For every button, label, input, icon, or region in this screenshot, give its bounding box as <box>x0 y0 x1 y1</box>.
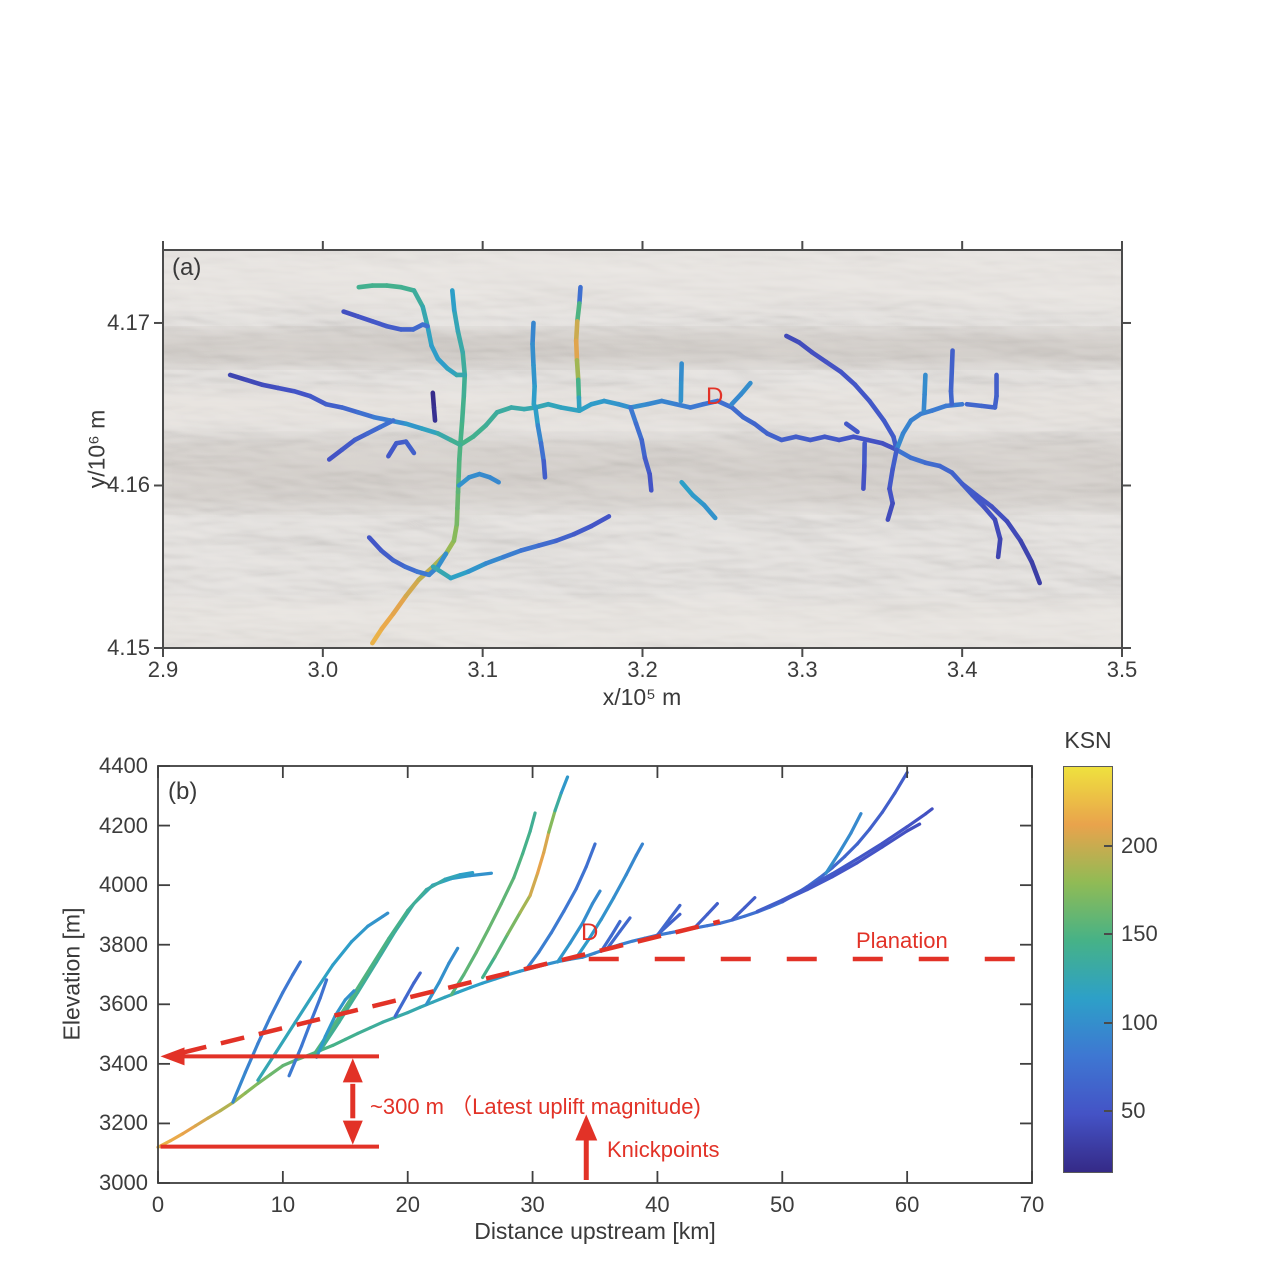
profile-mid-green-b <box>312 871 475 1056</box>
river-teal-vert <box>921 372 928 414</box>
river-nw-blue <box>341 309 430 332</box>
river-navy-stub <box>430 390 438 423</box>
tick-label: 3.3 <box>787 657 818 682</box>
tick-label: 50 <box>1121 1098 1146 1124</box>
profile-right-teal <box>824 812 863 875</box>
river-blue-vert <box>948 348 955 407</box>
tick-label: 3000 <box>99 1170 148 1195</box>
tick-label: 50 <box>770 1192 795 1217</box>
river-hub-s-stub <box>885 447 899 522</box>
knickpoints-label: Knickpoints <box>607 1137 720 1162</box>
river-hub-n-collector <box>894 401 965 453</box>
tick-label: 4.17 <box>107 309 150 335</box>
river-right-angle-trib <box>964 372 999 410</box>
map-axes <box>154 241 1131 657</box>
profile-spur-right-1 <box>655 903 682 937</box>
panel-a-label: (a) <box>172 254 202 281</box>
tick-label: 100 <box>1121 1009 1158 1035</box>
down-arrow-head <box>342 1120 363 1145</box>
profile-green-tall <box>449 811 537 997</box>
river-west-long <box>227 372 463 448</box>
planation-sloped-dashed-line <box>182 919 721 1055</box>
colorbar-tick <box>1104 1110 1112 1113</box>
map-x-axis-title: x/10⁵ m <box>602 684 682 710</box>
river-channel-s-branch <box>628 405 654 493</box>
colorbar-tick <box>1104 933 1112 936</box>
profile-right-branch-2 <box>780 822 922 903</box>
tick-label: 150 <box>1121 921 1158 947</box>
river-w-stub-a <box>843 421 860 435</box>
tick-label: 3800 <box>99 931 148 957</box>
river-network <box>227 283 1042 646</box>
tick-label: 4000 <box>99 872 148 898</box>
river-hook-stub <box>386 439 417 459</box>
uplift-magnitude-label: ~300 m （Latest uplift magnitude) <box>370 1094 701 1119</box>
river-orange-trib <box>573 284 583 414</box>
river-south-teal <box>679 479 718 521</box>
map-d-marker: D <box>706 383 724 410</box>
profile-y-axis-title: Elevation [m] <box>58 907 85 1041</box>
river-ne-long <box>784 333 899 453</box>
profile-axes <box>157 765 1033 1184</box>
tick-label: 4.15 <box>107 635 150 660</box>
tick-label: 3.2 <box>627 657 658 682</box>
river-ne-stub-teal <box>729 380 753 407</box>
tick-label: 0 <box>151 1192 165 1217</box>
tick-label: 3.5 <box>1106 657 1138 682</box>
profile-blue-steep-left <box>287 978 329 1078</box>
tick-label: 40 <box>645 1192 670 1217</box>
profile-d-marker: D <box>581 919 599 946</box>
tick-label: 4200 <box>99 812 148 838</box>
river-w-stub-b <box>861 440 867 492</box>
river-e-stub-trunk <box>456 471 501 488</box>
tick-label: 4400 <box>99 753 148 778</box>
knickpoint-arrow-head <box>575 1114 598 1141</box>
panel-b-label: (b) <box>168 778 198 805</box>
river-north-vert-south <box>533 405 548 480</box>
river-se-fork <box>959 481 1042 586</box>
tick-label: 3.4 <box>946 657 978 682</box>
river-n-stub-teal <box>678 361 684 404</box>
tick-label: 60 <box>894 1192 920 1217</box>
red-annotations <box>160 919 1032 1181</box>
profile-mid-green-a <box>318 871 493 1053</box>
map-panel <box>154 241 1131 657</box>
tick-label: 70 <box>1019 1192 1045 1217</box>
tick-label: 3600 <box>99 991 148 1017</box>
colorbar-tick <box>1104 1021 1112 1024</box>
profile-blue-spur-mid <box>393 971 422 1018</box>
profile-spur-right-2 <box>605 916 632 950</box>
colorbar-title: KSN <box>1064 727 1112 753</box>
tick-label: 3400 <box>99 1050 148 1076</box>
colorbar-tick <box>1104 844 1112 847</box>
left-arrow-head <box>160 1047 185 1066</box>
planation-label: Planation <box>856 928 948 953</box>
tick-label: 4.16 <box>107 472 150 498</box>
river-sw-low <box>366 535 449 578</box>
river-south-center <box>430 514 612 581</box>
tick-label: 30 <box>520 1192 545 1217</box>
profile-spur-c <box>730 896 757 922</box>
colorbar <box>1063 766 1113 1173</box>
profile-teal-short <box>555 889 602 964</box>
profile-right-branch-1 <box>755 807 934 913</box>
profile-teal-tall-left <box>256 911 390 1082</box>
tick-label: 20 <box>395 1192 420 1217</box>
tick-label: 3.0 <box>307 657 339 682</box>
profile-blue-mid <box>524 842 597 971</box>
tick-label: 200 <box>1121 832 1158 858</box>
profile-knickzone-orange <box>481 775 570 980</box>
tick-label: 10 <box>270 1192 296 1217</box>
profile-teal-spur-mid <box>424 946 460 1006</box>
tick-label: 2.9 <box>147 657 179 682</box>
river-sw-trib <box>326 418 396 462</box>
tick-label: 3.1 <box>467 657 498 682</box>
tick-label: 3200 <box>99 1110 148 1136</box>
up-arrow-head <box>342 1058 363 1083</box>
river-trunk-upper <box>449 288 468 448</box>
river-headwater-west <box>356 283 468 378</box>
profile-x-axis-title: Distance upstream [km] <box>474 1218 716 1244</box>
